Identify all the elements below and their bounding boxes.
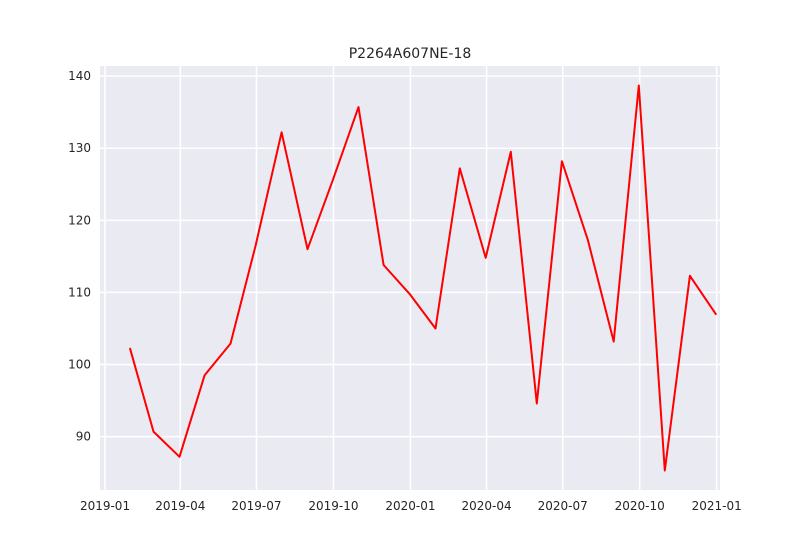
y-tick-label: 90 [76, 430, 91, 444]
y-tick-label: 120 [68, 213, 91, 227]
chart-title: P2264A607NE-18 [349, 46, 472, 62]
x-tick-label: 2019-07 [231, 499, 281, 513]
x-tick-label: 2020-10 [615, 499, 665, 513]
grid-lines [100, 66, 720, 490]
x-tick-label: 2019-10 [308, 499, 358, 513]
x-tick-label: 2020-04 [461, 499, 511, 513]
y-tick-label: 100 [68, 358, 91, 372]
x-tick-label: 2021-01 [692, 499, 742, 513]
x-axis: 2019-01 2019-04 2019-07 2019-10 2020-01 2020-… [80, 499, 742, 513]
y-tick-label: 140 [68, 69, 91, 83]
y-tick-label: 130 [68, 141, 91, 155]
series-line [129, 84, 717, 472]
x-tick-label: 2020-07 [538, 499, 588, 513]
x-tick-label: 2020-01 [385, 499, 435, 513]
y-axis: 90 100 110 120 130 140 [68, 69, 91, 444]
x-tick-label: 2019-01 [80, 499, 130, 513]
x-tick-label: 2019-04 [155, 499, 205, 513]
y-tick-label: 110 [68, 285, 91, 299]
